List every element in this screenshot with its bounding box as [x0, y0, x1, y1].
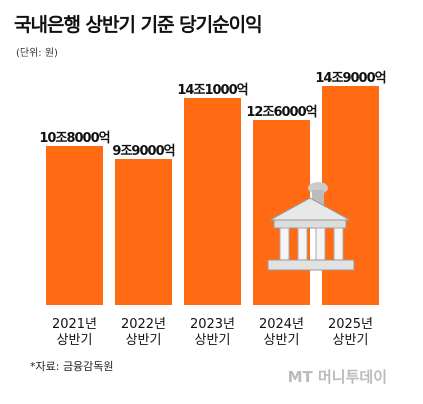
x-tick-label: 2021년 상반기: [51, 317, 98, 348]
bar: [46, 146, 103, 305]
bar: [115, 159, 172, 305]
bank-icon: [267, 182, 355, 271]
value-label: 9조9000억: [112, 144, 175, 160]
value-label: 14조1000억: [177, 82, 248, 98]
source-note: *자료: 금융감독원: [30, 360, 114, 373]
value-label: 14조9000억: [315, 71, 386, 86]
value-label: 10조8000억: [39, 131, 110, 147]
bar: [184, 97, 241, 305]
x-tick-label: 2023년 상반기: [189, 317, 236, 348]
x-tick-label: 2025년 상반기: [327, 317, 374, 348]
x-tick-label: 2022년 상반기: [120, 317, 167, 348]
chart-title: 국내은행 상반기 기준 당기순이익: [14, 14, 263, 36]
chart-subtitle: (단위: 원): [16, 48, 58, 59]
value-label: 12조6000억: [246, 104, 317, 120]
x-tick-label: 2024년 상반기: [258, 317, 305, 348]
watermark: MT 머니투데이: [287, 368, 387, 386]
